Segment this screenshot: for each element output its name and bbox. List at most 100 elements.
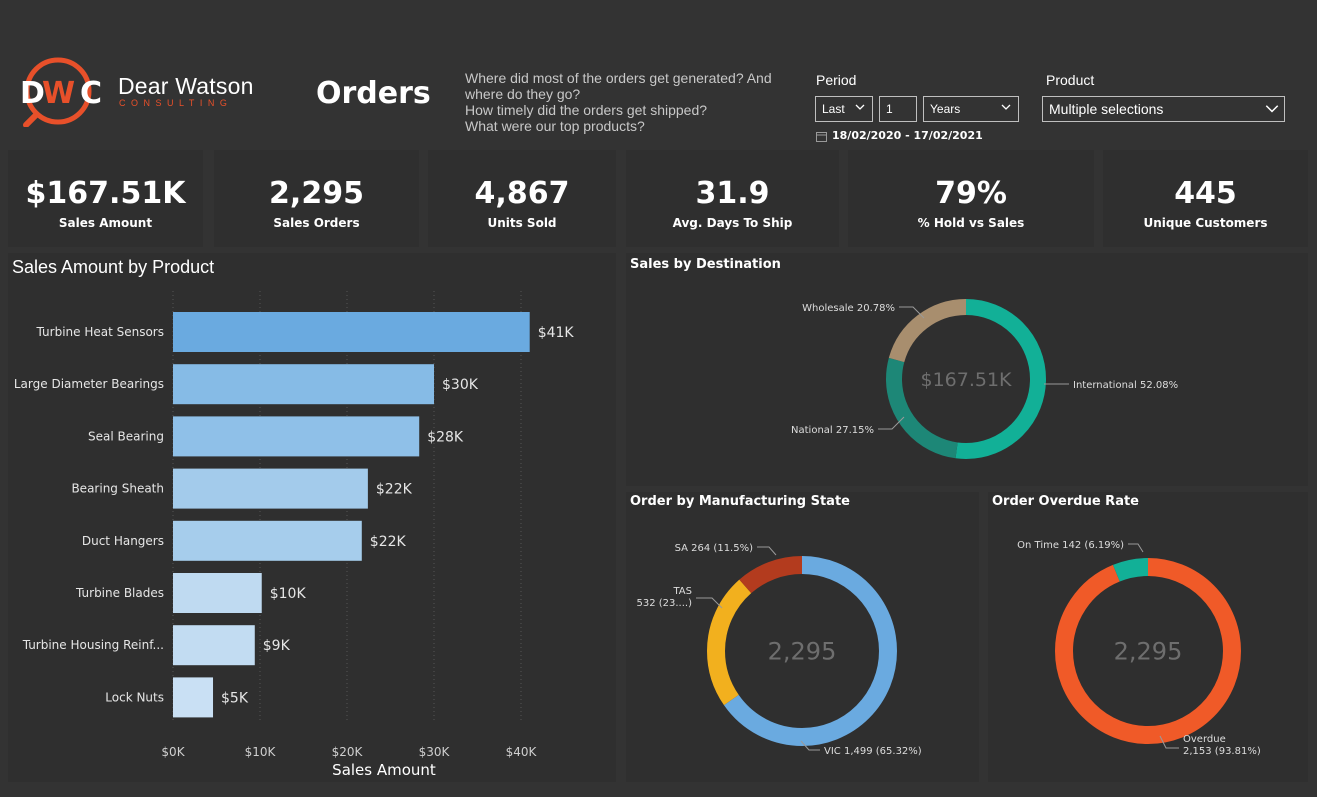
data-label: $41K	[538, 325, 575, 341]
leader-line	[800, 740, 820, 751]
period-count-input[interactable]: 1	[879, 96, 917, 122]
category-label: Seal Bearing	[88, 429, 164, 443]
x-tick-label: $0K	[161, 745, 185, 759]
sales-by-product-panel: Sales Amount by Product $0K $10K $20K $30K $…	[8, 253, 616, 782]
leader-line	[899, 306, 925, 319]
slice-label: National 27.15%	[791, 425, 874, 436]
product-select-value: Multiple selections	[1049, 101, 1164, 117]
product-select[interactable]: Multiple selections	[1042, 96, 1285, 122]
data-label: $5K	[221, 690, 249, 706]
category-label: Duct Hangers	[82, 534, 164, 548]
category-label: Turbine Blades	[75, 586, 164, 600]
slice-label: 532 (23....)	[636, 598, 692, 609]
donut-center-label: 2,295	[1114, 638, 1183, 666]
slice-label: SA 264 (11.5%)	[675, 543, 753, 554]
question-1: Where did most of the orders get generat…	[465, 70, 772, 102]
category-label: Turbine Housing Reinf...	[22, 638, 164, 652]
leader-line	[696, 597, 723, 609]
donut-slice	[1055, 558, 1241, 744]
page-questions: Where did most of the orders get generat…	[465, 70, 785, 134]
bar	[173, 625, 255, 666]
svg-text:C: C	[80, 76, 102, 111]
kpi-value: 445	[1174, 176, 1237, 211]
dwc-logo-mark: D W C	[20, 57, 102, 128]
product-filter-label: Product	[1046, 72, 1095, 88]
page-title: Orders	[316, 76, 431, 111]
kpi-value: 4,867	[474, 176, 570, 211]
chart-title: Order Overdue Rate	[992, 494, 1139, 509]
kpi-card-units-sold: 4,867 Units Sold	[428, 150, 616, 247]
slice-label-name: TAS	[672, 586, 692, 597]
period-mode-value: Last	[822, 102, 845, 116]
logo-name: Dear Watson	[118, 73, 254, 99]
kpi-label: Avg. Days To Ship	[672, 216, 793, 230]
x-tick-label: $20K	[332, 745, 364, 759]
chevron-down-icon	[1265, 105, 1279, 113]
category-label: Bearing Sheath	[71, 482, 164, 496]
kpi-value: $167.51K	[25, 176, 186, 211]
bar	[173, 312, 530, 352]
data-label: $22K	[376, 482, 413, 498]
order-overdue-panel: Order Overdue Rate 2,295 Overdue 2,153 (93…	[988, 492, 1308, 782]
kpi-label: Unique Customers	[1143, 216, 1268, 230]
period-date-range: 18/02/2020 - 17/02/2021	[832, 129, 983, 142]
donut-center-label: $167.51K	[920, 369, 1012, 391]
slice-label: International 52.08%	[1073, 380, 1178, 391]
bar	[173, 364, 434, 405]
sales-by-destination-panel: Sales by Destination $167.51K Internation…	[626, 253, 1308, 486]
x-axis-title: Sales Amount	[332, 761, 436, 779]
data-label: $30K	[442, 377, 479, 393]
bar	[173, 573, 262, 613]
question-2: How timely did the orders get shipped?	[465, 102, 708, 118]
slice-label: Wholesale 20.78%	[802, 303, 895, 314]
slice-label-name: Overdue	[1183, 734, 1226, 745]
category-label: Lock Nuts	[105, 690, 164, 704]
chevron-down-icon	[1001, 104, 1011, 110]
leader-line	[757, 546, 777, 556]
slice-label: On Time 142 (6.19%)	[1017, 540, 1124, 551]
period-unit-select[interactable]: Years	[923, 96, 1019, 122]
bar	[173, 416, 420, 457]
kpi-card-hold-vs-sales: 79% % Hold vs Sales	[848, 150, 1094, 247]
bar	[173, 520, 362, 561]
x-tick-label: $40K	[506, 745, 538, 759]
slice-label: 2,153 (93.81%)	[1183, 746, 1261, 757]
kpi-card-unique-customers: 445 Unique Customers	[1103, 150, 1308, 247]
kpi-label: Sales Amount	[58, 216, 153, 230]
x-tick-label: $10K	[245, 745, 277, 759]
kpi-value: 79%	[935, 176, 1007, 211]
chart-title: Sales by Destination	[630, 257, 781, 272]
kpi-card-sales-orders: 2,295 Sales Orders	[214, 150, 419, 247]
slice-label: VIC 1,499 (65.32%)	[824, 746, 922, 757]
category-label: Large Diameter Bearings	[14, 377, 164, 391]
category-label: Turbine Heat Sensors	[36, 325, 164, 339]
chart-title: Sales Amount by Product	[12, 257, 215, 277]
donut-center-label: 2,295	[768, 638, 837, 666]
donut-slice	[707, 556, 897, 746]
leader-line	[1159, 735, 1179, 749]
donut-slice	[886, 299, 1046, 459]
sales-by-product-chart: $0K $10K $20K $30K $40K Turbine Heat Sensors $…	[14, 291, 575, 779]
bar	[173, 677, 214, 718]
order-by-state-panel: Order by Manufacturing State 2,295 VIC 1,…	[626, 492, 979, 782]
sales-by-destination-chart: $167.51K International 52.08% National 27.…	[791, 299, 1178, 459]
data-label: $9K	[263, 638, 291, 654]
data-label: $28K	[427, 429, 464, 445]
chevron-down-icon	[855, 104, 865, 110]
kpi-card-avg-days-to-ship: 31.9 Avg. Days To Ship	[626, 150, 839, 247]
svg-text:W: W	[42, 76, 75, 111]
period-filter-label: Period	[816, 72, 857, 88]
chart-title: Order by Manufacturing State	[630, 494, 850, 509]
calendar-icon	[816, 132, 827, 142]
kpi-label: Sales Orders	[273, 216, 360, 230]
logo-subtitle: CONSULTING	[119, 98, 233, 108]
donut-slice	[707, 556, 897, 746]
period-mode-select[interactable]: Last	[815, 96, 873, 122]
data-label: $10K	[270, 586, 307, 602]
kpi-card-sales-amount: $167.51K Sales Amount	[8, 150, 203, 247]
svg-text:D: D	[20, 76, 45, 111]
period-unit-value: Years	[930, 102, 961, 116]
question-3: What were our top products?	[465, 118, 645, 134]
